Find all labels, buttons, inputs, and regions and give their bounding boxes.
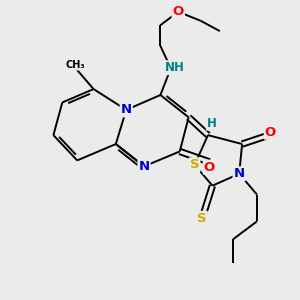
Text: NH: NH (164, 61, 184, 74)
Text: N: N (234, 167, 245, 180)
Text: H: H (207, 117, 217, 130)
Text: S: S (197, 212, 207, 225)
Text: S: S (190, 158, 200, 171)
Text: O: O (265, 126, 276, 139)
Text: N: N (139, 160, 150, 173)
Text: O: O (204, 161, 215, 174)
Text: CH₃: CH₃ (66, 60, 86, 70)
Text: O: O (172, 5, 184, 18)
Text: N: N (121, 103, 132, 116)
